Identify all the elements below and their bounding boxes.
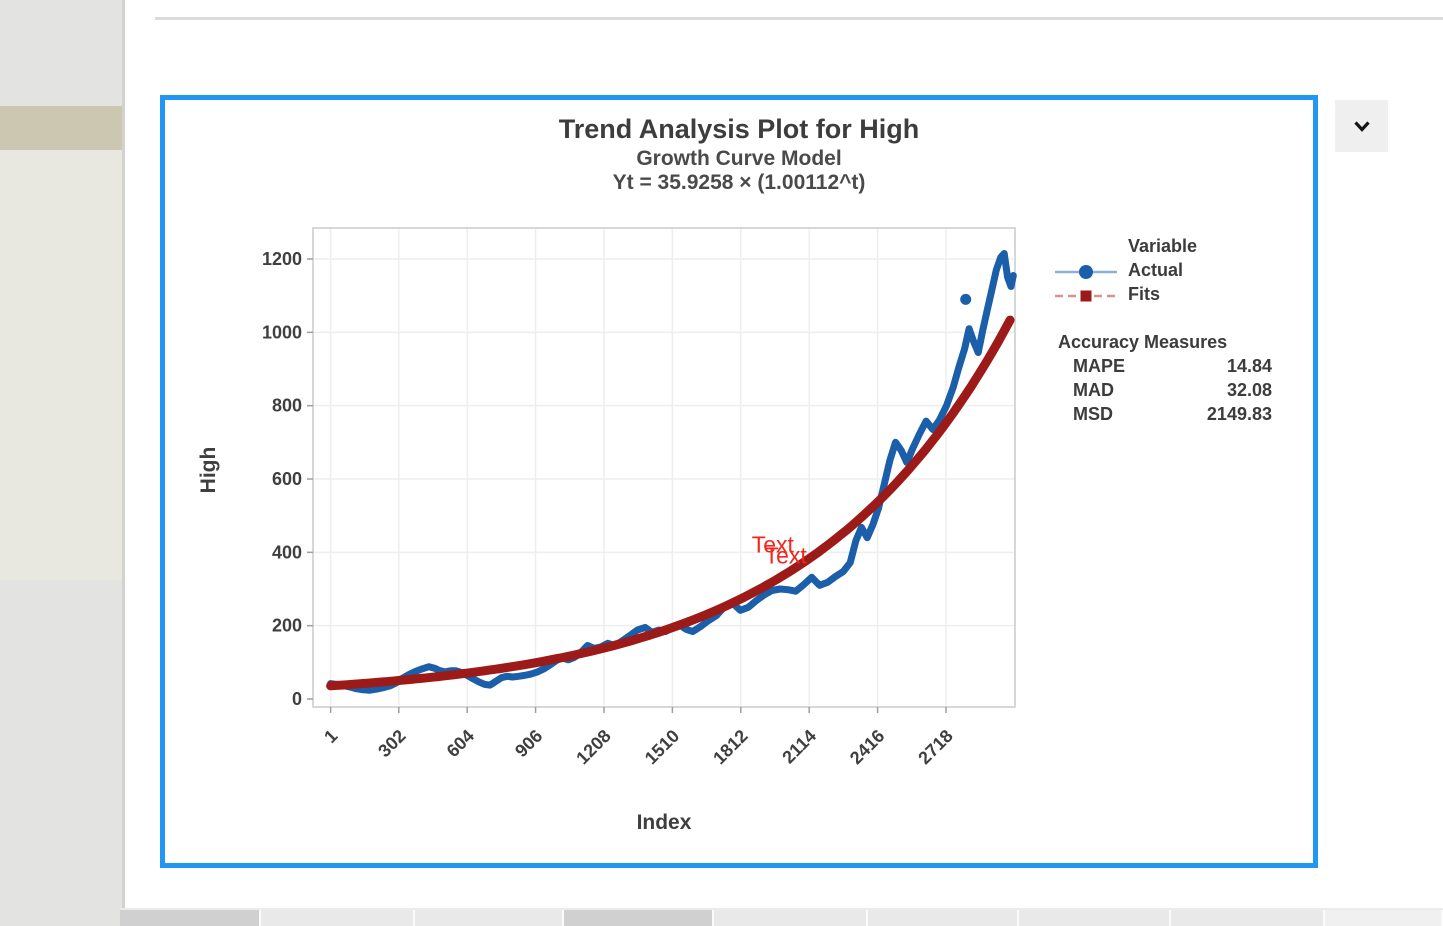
gridlines bbox=[313, 228, 1015, 707]
chart-title: Trend Analysis Plot for High bbox=[558, 114, 920, 144]
y-tick-label: 800 bbox=[272, 396, 302, 416]
chart-subtitle: Growth Curve Model bbox=[636, 147, 842, 170]
accuracy-header: Accuracy Measures bbox=[1058, 332, 1228, 352]
worksheet-cell[interactable] bbox=[564, 910, 712, 926]
x-tick-label: 302 bbox=[374, 726, 409, 761]
accuracy-label: MAD bbox=[1073, 380, 1114, 400]
worksheet-cell[interactable] bbox=[868, 910, 1017, 926]
legend-marker-actual-circle bbox=[1079, 265, 1093, 279]
header-divider bbox=[155, 17, 1443, 20]
sidebar-highlight-band bbox=[0, 106, 122, 150]
legend-header: Variable bbox=[1128, 236, 1198, 256]
accuracy-value: 32.08 bbox=[1226, 380, 1272, 400]
worksheet-cell[interactable] bbox=[714, 910, 866, 926]
y-axis-title: High bbox=[197, 446, 220, 494]
y-tick-label: 400 bbox=[272, 542, 302, 562]
accuracy-value: 2149.83 bbox=[1206, 404, 1272, 424]
worksheet-cell[interactable] bbox=[1019, 910, 1169, 926]
x-tick-label: 604 bbox=[443, 726, 478, 761]
y-tick-label: 600 bbox=[272, 469, 302, 489]
worksheet-cell[interactable] bbox=[120, 910, 259, 926]
y-tick-label: 1000 bbox=[262, 322, 302, 342]
x-axis-title: Index bbox=[636, 811, 692, 834]
chart-equation: Yt = 35.9258 × (1.00112^t) bbox=[612, 171, 866, 194]
annotation-text: Text bbox=[752, 531, 795, 557]
x-tick-label: 2718 bbox=[914, 726, 956, 768]
x-tick-label: 2114 bbox=[778, 726, 820, 768]
worksheet-cell[interactable] bbox=[1325, 910, 1441, 926]
accuracy-value: 14.84 bbox=[1226, 356, 1272, 376]
legend-marker-fits-square bbox=[1080, 290, 1092, 302]
x-tick-label: 1 bbox=[320, 726, 341, 747]
plot-border bbox=[312, 227, 1016, 708]
x-tick-label: 1208 bbox=[572, 726, 614, 768]
x-tick-label: 1812 bbox=[709, 726, 751, 768]
graph-window[interactable]: 0 200 400 600 800 1000 1200 1 302 604 906 1208 1510 1… bbox=[160, 95, 1318, 868]
y-tick-label: 0 bbox=[292, 689, 302, 709]
y-tick-label: 200 bbox=[272, 616, 302, 636]
actual-outlier-point bbox=[960, 293, 972, 305]
fits-series-line bbox=[326, 315, 1015, 691]
accuracy-row: MAD 32.08 bbox=[1073, 380, 1272, 401]
x-tick-label: 2416 bbox=[846, 726, 888, 768]
sidebar-divider bbox=[122, 0, 125, 926]
x-tick-label: 1510 bbox=[641, 726, 683, 768]
legend-entry-actual: Actual bbox=[1128, 260, 1184, 280]
accuracy-label: MSD bbox=[1073, 404, 1113, 424]
worksheet-cell[interactable] bbox=[415, 910, 562, 926]
y-axis-ticks: 0 200 400 600 800 1000 1200 bbox=[262, 249, 313, 709]
accuracy-row: MAPE 14.84 bbox=[1073, 356, 1272, 377]
accuracy-label: MAPE bbox=[1073, 356, 1126, 376]
chevron-down-icon bbox=[1353, 121, 1370, 132]
x-axis-ticks: 1 302 604 906 1208 1510 1812 2114 2416 2718 bbox=[320, 707, 957, 768]
worksheet-cell[interactable] bbox=[1171, 910, 1323, 926]
x-tick-label: 906 bbox=[511, 726, 546, 761]
left-sidebar-lower-shade bbox=[0, 150, 122, 580]
y-tick-label: 1200 bbox=[262, 249, 302, 269]
worksheet-cell-strip bbox=[120, 908, 1443, 926]
legend-markers bbox=[1055, 265, 1117, 302]
annotation-text: Text bbox=[765, 542, 808, 568]
legend-entry-fits: Fits bbox=[1128, 284, 1161, 304]
accuracy-row: MSD 2149.83 bbox=[1073, 404, 1272, 425]
worksheet-cell[interactable] bbox=[261, 910, 413, 926]
collapse-graph-button[interactable] bbox=[1335, 100, 1388, 152]
